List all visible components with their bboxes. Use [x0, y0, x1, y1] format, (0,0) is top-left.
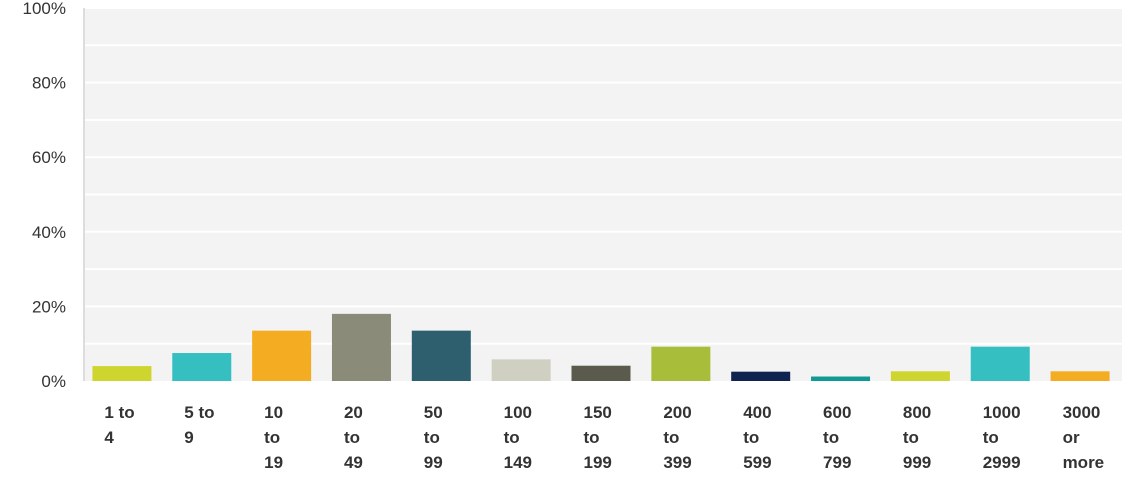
bars	[92, 313, 1110, 381]
bar	[731, 371, 791, 381]
x-tick-label: 200 to 399	[663, 403, 691, 472]
x-tick-label: 600 to 799	[823, 403, 851, 472]
bar	[252, 330, 312, 381]
bar	[331, 313, 391, 381]
x-tick-label: 1000 to 2999	[983, 403, 1021, 472]
y-tick-label: 60%	[32, 148, 66, 167]
bar	[491, 359, 551, 381]
y-axis-ticks: 0% 20% 40% 60% 80% 100%	[23, 0, 66, 391]
y-tick-label: 40%	[32, 223, 66, 242]
x-tick-label: 150 to 199	[584, 403, 612, 472]
y-tick-label: 100%	[23, 0, 66, 18]
x-tick-label: 20 to 49	[344, 403, 363, 472]
y-tick-label: 20%	[32, 297, 66, 316]
x-tick-label: 100 to 149	[504, 403, 532, 472]
x-tick-label: 800 to 999	[903, 403, 931, 472]
bar	[651, 346, 711, 381]
bar	[92, 366, 152, 381]
y-tick-label: 0%	[41, 372, 66, 391]
bar	[571, 365, 631, 381]
y-tick-label: 80%	[32, 74, 66, 93]
bar	[172, 353, 232, 381]
bar	[1050, 371, 1110, 381]
bar	[890, 371, 950, 381]
x-tick-label: 5 to 9	[184, 403, 214, 447]
bar	[970, 346, 1030, 381]
x-axis-ticks: 1 to 4 5 to 9 10 to 19 20 to 49 50 to 99 100 to 149 150 t…	[104, 403, 1104, 472]
x-tick-label: 10 to 19	[264, 403, 283, 472]
bar	[411, 330, 471, 381]
x-tick-label: 400 to 599	[743, 403, 771, 472]
gridlines	[85, 7, 1122, 345]
x-tick-label: 3000 or more	[1063, 403, 1105, 472]
x-tick-label: 50 to 99	[424, 403, 443, 472]
x-tick-label: 1 to 4	[104, 403, 134, 447]
bar	[811, 376, 871, 381]
